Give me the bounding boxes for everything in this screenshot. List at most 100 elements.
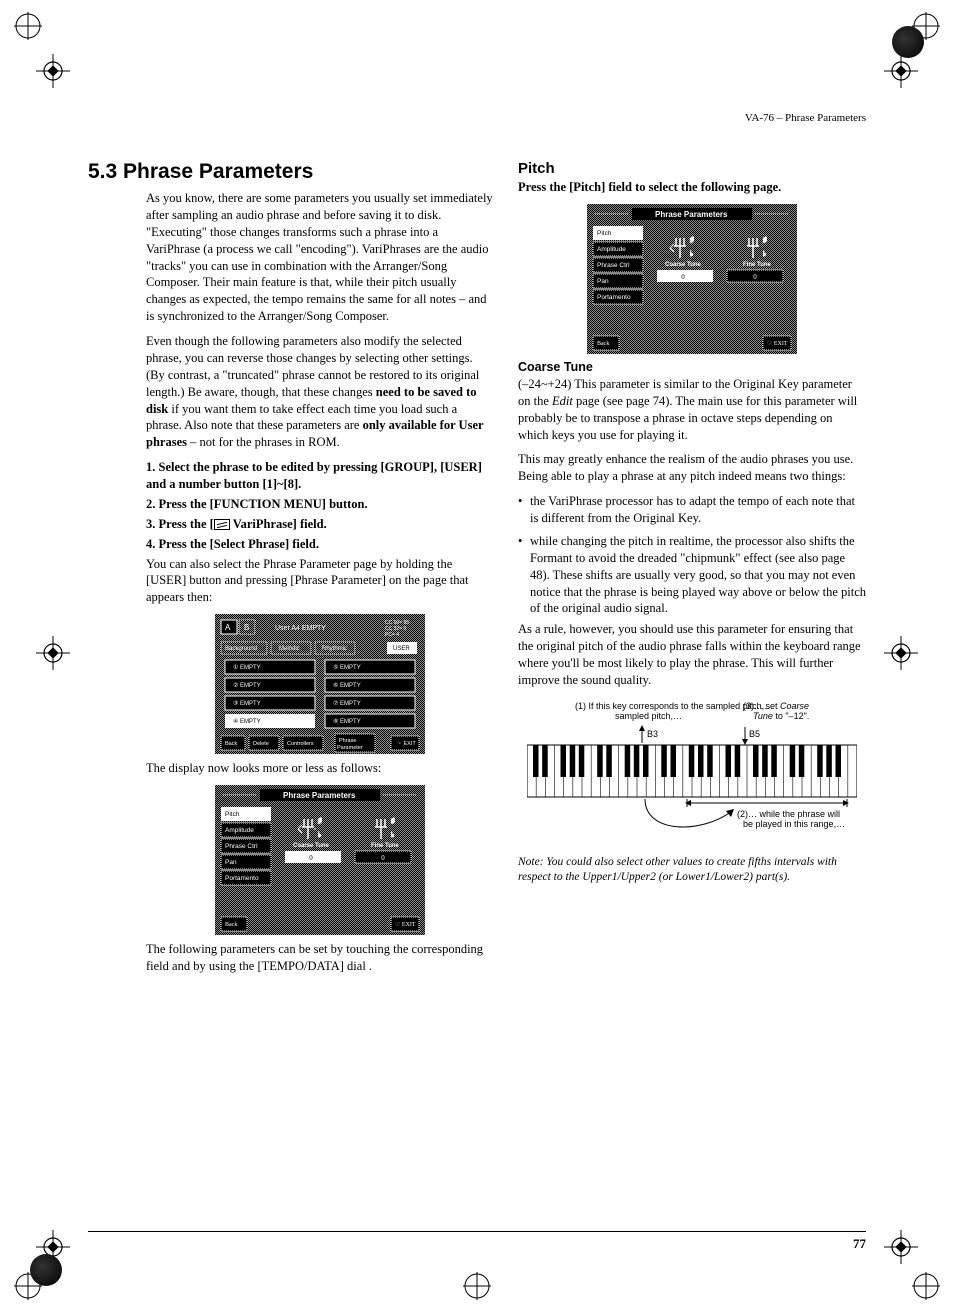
svg-text:Coarse Tune: Coarse Tune — [293, 843, 330, 849]
svg-text:⑧ EMPTY: ⑧ EMPTY — [333, 718, 361, 725]
bullet-1: the VariPhrase processor has to adapt th… — [518, 493, 866, 527]
step-4: 4. Press the [Select Phrase] field. — [146, 536, 494, 553]
svg-text:Fine Tune: Fine Tune — [743, 262, 772, 268]
text-italic: Edit — [552, 394, 573, 408]
lcd-pitch-screenshot: Phrase Parameters Pitch Amplitude Phrase… — [587, 204, 797, 354]
svg-text:Rhythmic: Rhythmic — [322, 646, 347, 652]
svg-text:Phrase Ctrl: Phrase Ctrl — [225, 843, 258, 850]
svg-text:♯: ♯ — [391, 817, 395, 825]
crop-mark — [36, 636, 70, 670]
svg-text:sampled pitch,…: sampled pitch,… — [615, 711, 682, 721]
svg-text:☞ EXIT: ☞ EXIT — [395, 922, 416, 928]
intro-paragraph-1: As you know, there are some parameters y… — [146, 190, 494, 325]
svg-text:♯: ♯ — [318, 817, 322, 825]
svg-text:① EMPTY: ① EMPTY — [233, 664, 261, 671]
step-1: 1. Select the phrase to be edited by pre… — [146, 459, 494, 493]
svg-text:B3: B3 — [647, 729, 658, 739]
caption-2: The following parameters can be set by t… — [146, 941, 494, 975]
footer-rule — [88, 1231, 866, 1232]
crop-mark — [884, 1230, 918, 1264]
step-3: 3. Press the [ VariPhrase] field. — [146, 516, 494, 533]
corner-mark — [912, 1272, 940, 1300]
svg-text:Back: Back — [225, 922, 237, 928]
svg-text:♯: ♯ — [690, 236, 694, 244]
content-columns: 5.3 Phrase Parameters As you know, there… — [88, 160, 866, 983]
svg-text:☞ EXIT: ☞ EXIT — [767, 341, 788, 347]
coarse-tune-heading: Coarse Tune — [518, 360, 866, 374]
running-header: VA-76 – Phrase Parameters — [745, 112, 866, 124]
svg-text:Background: Background — [225, 646, 257, 652]
corner-mark — [463, 1272, 491, 1300]
text: – not for the phrases in ROM. — [187, 435, 340, 449]
svg-text:⑥ EMPTY: ⑥ EMPTY — [333, 682, 361, 689]
svg-text:♭: ♭ — [763, 250, 766, 258]
svg-text:Back: Back — [597, 341, 609, 347]
bullet-2: while changing the pitch in realtime, th… — [518, 533, 866, 617]
svg-text:③ EMPTY: ③ EMPTY — [233, 700, 261, 707]
blob-mark — [30, 1254, 62, 1286]
svg-text:Fine Tune: Fine Tune — [371, 843, 400, 849]
svg-text:④ EMPTY: ④ EMPTY — [233, 718, 261, 725]
crop-mark — [36, 54, 70, 88]
note-text: Note: You could also select other values… — [518, 855, 866, 885]
pitch-lead: Press the [Pitch] field to select the fo… — [518, 179, 866, 196]
svg-text:Controllers: Controllers — [287, 741, 314, 747]
svg-text:Tune to "–12".: Tune to "–12". — [753, 711, 809, 721]
svg-text:Portamento: Portamento — [597, 294, 631, 301]
right-column: Pitch Press the [Pitch] field to select … — [518, 160, 866, 983]
crop-mark — [884, 54, 918, 88]
svg-text:Coarse Tune: Coarse Tune — [665, 262, 702, 268]
svg-text:0: 0 — [753, 273, 757, 281]
svg-text:(2)… while the phrase will: (2)… while the phrase will — [737, 809, 840, 819]
svg-text:♯: ♯ — [763, 236, 767, 244]
svg-text:Pan: Pan — [225, 859, 237, 866]
svg-text:Delete: Delete — [253, 741, 269, 747]
intro-paragraph-2: Even though the following parameters als… — [146, 333, 494, 451]
svg-text:♭: ♭ — [690, 250, 693, 258]
lcd-title: User A4 EMPTY — [275, 625, 326, 632]
svg-text:Back: Back — [225, 741, 237, 747]
left-column: 5.3 Phrase Parameters As you know, there… — [88, 160, 494, 983]
page-number: 77 — [853, 1236, 866, 1252]
blob-mark — [892, 26, 924, 58]
svg-text:Parameter: Parameter — [337, 745, 363, 751]
svg-text:B5: B5 — [749, 729, 760, 739]
text: VariPhrase] field. — [230, 517, 327, 531]
svg-text:0: 0 — [381, 854, 385, 862]
lcd-select-phrase-screenshot: A B User A4 EMPTY CC 00= 95 CC 32= 0 PC=… — [215, 614, 425, 754]
keyboard-diagram: (1) If this key corresponds to the sampl… — [527, 699, 857, 849]
svg-text:⑤ EMPTY: ⑤ EMPTY — [333, 664, 361, 671]
step-2: 2. Press the [FUNCTION MENU] button. — [146, 496, 494, 513]
text: 3. Press the [ — [146, 517, 214, 531]
svg-text:0: 0 — [309, 854, 313, 862]
svg-text:Amplitude: Amplitude — [597, 246, 626, 253]
svg-text:Amplitude: Amplitude — [225, 827, 254, 834]
svg-text:Phrase Parameters: Phrase Parameters — [283, 791, 356, 800]
svg-text:be played in this range,…: be played in this range,… — [743, 819, 845, 829]
coarse-tune-p2: This may greatly enhance the realism of … — [518, 451, 866, 485]
coarse-tune-p1: (–24~+24) This parameter is similar to t… — [518, 376, 866, 444]
svg-text:☞ EXIT: ☞ EXIT — [397, 741, 416, 747]
svg-text:A: A — [225, 623, 231, 632]
svg-text:Pitch: Pitch — [225, 811, 240, 818]
corner-mark — [14, 12, 42, 40]
step-note: You can also select the Phrase Parameter… — [146, 556, 494, 607]
svg-text:Pitch: Pitch — [597, 230, 612, 237]
svg-text:♭: ♭ — [318, 831, 321, 839]
svg-text:0: 0 — [681, 273, 685, 281]
svg-text:Phrase Ctrl: Phrase Ctrl — [597, 262, 630, 269]
coarse-tune-p3: As a rule, however, you should use this … — [518, 621, 866, 689]
lcd-phrase-parameters-screenshot: Phrase Parameters Pitch Amplitude Phrase… — [215, 785, 425, 935]
svg-text:⑦ EMPTY: ⑦ EMPTY — [333, 700, 361, 707]
section-title: 5.3 Phrase Parameters — [88, 160, 494, 184]
svg-text:B: B — [244, 623, 249, 632]
crop-mark — [884, 636, 918, 670]
svg-text:Portamento: Portamento — [225, 875, 259, 882]
caption-1: The display now looks more or less as fo… — [146, 760, 494, 777]
svg-text:(3)… set Coarse: (3)… set Coarse — [743, 701, 809, 711]
svg-text:Phrase Parameters: Phrase Parameters — [655, 210, 728, 219]
svg-text:Melodic: Melodic — [279, 646, 300, 652]
svg-text:② EMPTY: ② EMPTY — [233, 682, 261, 689]
svg-text:♭: ♭ — [391, 831, 394, 839]
pitch-heading: Pitch — [518, 160, 866, 177]
